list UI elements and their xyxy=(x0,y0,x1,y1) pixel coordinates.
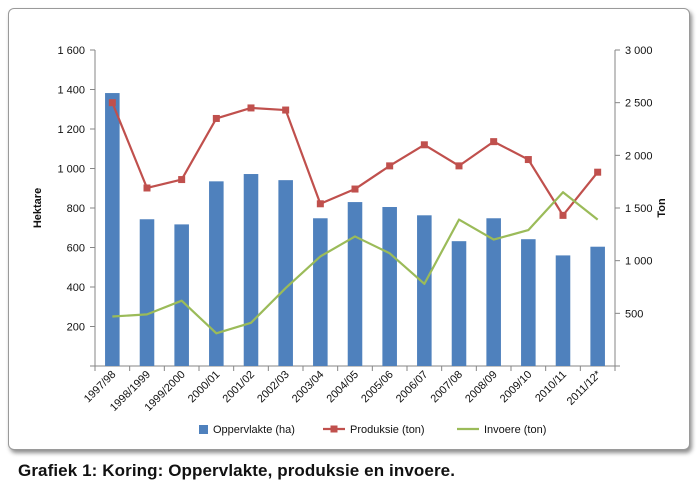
x-tick-label: 2009/10 xyxy=(498,369,535,406)
left-tick-label: 600 xyxy=(67,243,85,255)
left-tick-label: 1 000 xyxy=(57,164,85,176)
lines-layer xyxy=(108,99,602,335)
left-tick-label: 1 600 xyxy=(57,45,85,57)
bar-oppervlakte xyxy=(243,174,259,366)
bar-oppervlakte xyxy=(382,207,397,366)
bar-oppervlakte xyxy=(417,215,432,366)
legend-label-produksie: Produksie (ton) xyxy=(350,424,425,436)
line-invoere xyxy=(112,191,599,335)
right-tick-label: 500 xyxy=(625,308,643,320)
marker-produksie xyxy=(108,99,116,107)
marker-produksie xyxy=(247,104,255,112)
x-tick-label: 2001/02 xyxy=(221,369,258,406)
marker-produksie xyxy=(178,176,186,184)
marker-produksie xyxy=(559,211,567,219)
marker-produksie xyxy=(351,185,359,193)
x-tick-label: 2007/08 xyxy=(429,369,466,406)
chart-svg: 200 400 600 800 1 000 1 200 1 400 1 600 500 1 000… xyxy=(32,45,668,436)
right-tick-label: 1 000 xyxy=(625,256,653,268)
bar-oppervlakte xyxy=(347,202,363,366)
left-tick-label: 1 400 xyxy=(57,85,85,97)
x-tick-label: 2000/01 xyxy=(186,369,223,406)
right-tick-label: 3 000 xyxy=(625,45,653,57)
marker-produksie xyxy=(386,162,394,170)
bar-oppervlakte xyxy=(278,180,293,366)
left-tick-label: 800 xyxy=(67,203,85,215)
bar-oppervlakte xyxy=(486,218,501,366)
bar-oppervlakte xyxy=(521,239,536,366)
right-tick-label: 2 000 xyxy=(625,150,653,162)
x-tick-label: 2008/09 xyxy=(463,369,500,406)
marker-produksie xyxy=(455,162,463,170)
y2-axis-title: Ton xyxy=(656,198,668,218)
x-tick-label: 2002/03 xyxy=(255,369,292,406)
x-tick-label: 2006/07 xyxy=(394,369,431,406)
marker-produksie xyxy=(143,184,151,192)
legend-layer: Oppervlakte (ha) Produksie (ton) Invoere (… xyxy=(199,424,546,436)
bars-layer xyxy=(105,93,605,367)
legend-label-invoere: Invoere (ton) xyxy=(484,424,546,436)
x-tick-label: 2004/05 xyxy=(325,369,362,406)
left-tick-label: 400 xyxy=(67,282,85,294)
chart-frame: 200 400 600 800 1 000 1 200 1 400 1 600 500 1 000… xyxy=(8,8,690,450)
marker-produksie xyxy=(212,114,220,122)
marker-produksie xyxy=(524,156,532,164)
bar-oppervlakte xyxy=(174,224,189,366)
bar-oppervlakte xyxy=(451,241,467,366)
x-tick-label: 2005/06 xyxy=(359,369,396,406)
left-tick-label: 200 xyxy=(67,322,85,334)
marker-produksie xyxy=(490,138,498,146)
bar-oppervlakte xyxy=(555,255,571,366)
legend-label-oppervlakte: Oppervlakte (ha) xyxy=(213,424,295,436)
right-tick-label: 1 500 xyxy=(625,203,653,215)
bar-oppervlakte xyxy=(139,219,155,366)
x-tick-label: 2003/04 xyxy=(290,369,327,406)
marker-produksie xyxy=(420,141,428,149)
legend-swatch-oppervlakte xyxy=(199,425,208,434)
left-tick-label: 1 200 xyxy=(57,124,85,136)
legend-marker-produksie xyxy=(330,425,338,433)
right-tick-label: 2 500 xyxy=(625,98,653,110)
marker-produksie xyxy=(594,168,602,176)
bar-oppervlakte xyxy=(105,93,120,367)
bar-oppervlakte xyxy=(590,246,605,366)
marker-produksie xyxy=(316,200,324,208)
y-axis-title: Hektare xyxy=(32,188,44,228)
marker-produksie xyxy=(282,106,290,114)
chart-caption: Grafiek 1: Koring: Oppervlakte, produksi… xyxy=(18,461,456,480)
bar-oppervlakte xyxy=(313,218,328,366)
x-tick-label: 2011/12* xyxy=(565,368,605,408)
bar-oppervlakte xyxy=(209,181,224,366)
